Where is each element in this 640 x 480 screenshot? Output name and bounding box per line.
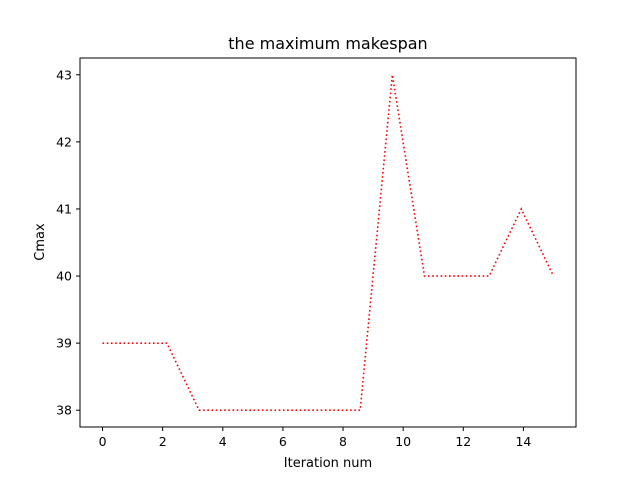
x-tick-label: 4 [219,434,227,449]
x-tick-label: 14 [515,434,531,449]
y-tick-label: 40 [56,269,72,284]
y-axis-label: Cmax [33,223,48,261]
axis-ticks: 0 2 4 6 8 10 12 14 38 39 40 41 42 43 [56,67,531,449]
y-tick-label: 43 [56,67,72,82]
plot-series [102,74,555,412]
y-tick-label: 42 [56,134,72,149]
y-tick-label: 39 [56,336,72,351]
plot-frame [79,57,577,428]
x-axis-label: Iteration num [284,456,372,471]
series-line [102,74,555,412]
x-tick-label: 12 [455,434,471,449]
x-tick-label: 8 [339,434,347,449]
chart-title: the maximum makespan [228,34,427,53]
x-tick-label: 2 [159,434,167,449]
x-tick-label: 0 [99,434,107,449]
y-tick-label: 41 [56,201,72,216]
x-tick-label: 6 [279,434,287,449]
x-tick-label: 10 [395,434,411,449]
y-tick-label: 38 [56,403,72,418]
